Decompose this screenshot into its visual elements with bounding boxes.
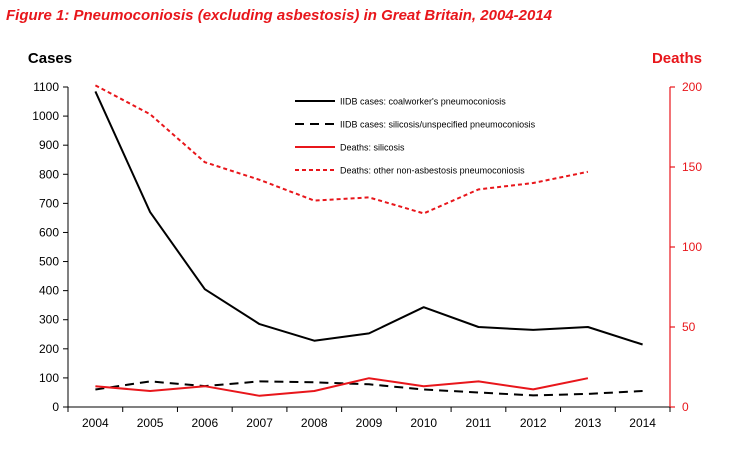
right-axis-label: Deaths [652,50,702,67]
x-tick-label: 2014 [629,416,656,430]
x-tick-label: 2009 [356,416,383,430]
x-tick-label: 2006 [191,416,218,430]
left-y-tick-label: 300 [39,313,59,327]
x-tick-label: 2010 [410,416,437,430]
right-y-tick-label: 0 [682,400,689,414]
x-tick-label: 2008 [301,416,328,430]
right-y-tick-label: 150 [682,160,702,174]
left-axis-label: Cases [28,50,72,67]
series-line [95,380,643,397]
series-line [94,84,589,215]
left-y-tick-label: 800 [39,167,59,181]
axes: 0 100 200 300 400 500 600 700 800 900 1000 1100 0 50 1… [32,80,702,430]
left-y-tick-label: 200 [39,342,59,356]
x-tick-label: 2004 [82,416,109,430]
x-tick-label: 2011 [466,416,492,430]
x-tick-label: 2012 [520,416,547,430]
series-line [95,377,589,397]
x-tick-label: 2013 [575,416,602,430]
legend-label: IIDB cases: coalworker's pneumoconiosis [340,97,506,107]
right-y-tick-label: 200 [682,80,702,94]
x-tick-label: 2007 [246,416,273,430]
left-y-tick-label: 500 [39,255,59,269]
right-y-tick-label: 100 [682,240,702,254]
series-layer [94,84,643,397]
left-y-tick-label: 1000 [32,109,59,123]
legend: IIDB cases: coalworker's pneumoconiosis I… [295,97,536,176]
left-y-tick-label: 1100 [33,80,59,94]
series-line [94,90,643,346]
left-y-tick-label: 100 [39,371,59,385]
left-y-tick-label: 700 [39,196,59,210]
x-tick-label: 2005 [137,416,164,430]
left-y-tick-label: 600 [39,225,59,239]
legend-label: Deaths: silicosis [340,143,405,153]
figure-title: Figure 1: Pneumoconiosis (excluding asbe… [6,7,552,24]
right-y-tick-label: 50 [682,320,696,334]
left-y-tick-label: 400 [39,284,59,298]
left-y-tick-label: 0 [52,400,59,414]
legend-label: IIDB cases: silicosis/unspecified pneumo… [340,120,536,130]
legend-label: Deaths: other non-asbestosis pneumoconio… [340,166,525,176]
left-y-tick-label: 900 [39,138,59,152]
